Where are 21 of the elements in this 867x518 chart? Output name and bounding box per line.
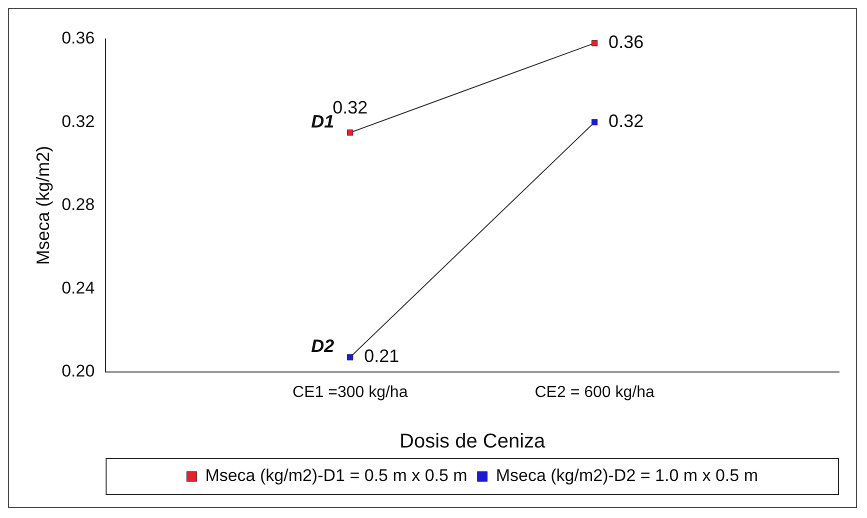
y-tick-label: 0.24 (62, 278, 95, 298)
legend-label: Mseca (kg/m2)-D1 = 0.5 m x 0.5 m (205, 466, 468, 486)
x-axis-title: Dosis de Ceniza (400, 430, 546, 453)
point (347, 354, 354, 360)
x-tick-label: CE2 = 600 kg/ha (534, 384, 654, 401)
data-label: 0.21 (364, 346, 400, 366)
data-label: 0.32 (608, 111, 644, 132)
legend-label: Mseca (kg/m2)-D2 = 1.0 m x 0.5 m (496, 466, 758, 486)
point (591, 119, 598, 126)
y-tick-label: 0.28 (62, 195, 95, 214)
data-label: 0.32 (332, 98, 368, 118)
point (347, 130, 354, 136)
annotation: D2 (311, 336, 334, 356)
y-tick-label: 0.20 (62, 361, 95, 380)
y-axis-title: Mseca (kg/m2) (32, 146, 53, 265)
data-label: 0.36 (608, 32, 644, 52)
annotation: D1 (311, 112, 334, 132)
point (591, 40, 598, 46)
y-tick-label: 0.32 (62, 112, 95, 131)
y-tick-label: 0.36 (62, 28, 95, 48)
x-tick-label: CE1 =300 kg/ha (292, 384, 408, 401)
